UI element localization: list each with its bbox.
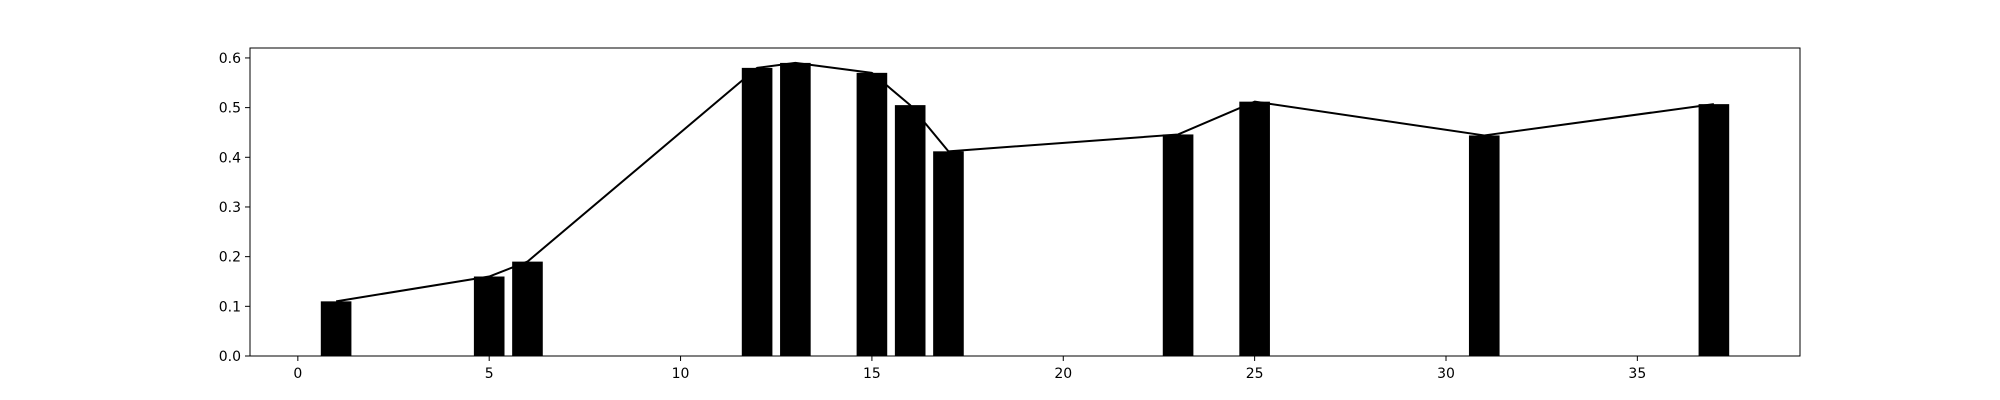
bar-31 [1468, 135, 1500, 356]
x-tick-label: 20 [1054, 366, 1072, 382]
bar-6 [512, 261, 543, 356]
bar-25 [1239, 101, 1270, 356]
x-tick-label: 10 [672, 366, 690, 382]
series-line [335, 61, 1715, 303]
bar-5 [473, 276, 505, 356]
x-tick-label: 30 [1437, 366, 1455, 382]
bar-1 [320, 301, 352, 356]
y-tick-label: 0.0 [219, 349, 241, 365]
line-layer [335, 61, 1715, 303]
bar-13 [780, 62, 811, 356]
bar-23 [1162, 134, 1194, 356]
bars-layer [320, 62, 1730, 357]
y-tick-label: 0.4 [219, 150, 241, 166]
x-tick-label: 25 [1246, 366, 1264, 382]
y-tick-label: 0.2 [219, 250, 241, 266]
y-axis-ticks: 0.0 0.1 0.2 0.3 0.4 0.5 0.6 [219, 51, 250, 365]
y-tick-label: 0.1 [219, 299, 241, 315]
x-tick-label: 5 [485, 366, 494, 382]
bar-16 [894, 105, 926, 357]
x-tick-label: 35 [1628, 366, 1646, 382]
x-tick-label: 0 [293, 366, 302, 382]
plot-frame [249, 47, 1801, 357]
bar-37 [1698, 104, 1730, 356]
plot-background [250, 48, 1800, 356]
bar-17 [933, 151, 964, 356]
bar-12 [741, 67, 773, 356]
y-tick-label: 0.3 [219, 200, 241, 216]
y-tick-label: 0.5 [219, 101, 241, 117]
y-tick-label: 0.6 [219, 51, 241, 67]
bar-15 [856, 72, 888, 356]
x-axis-ticks: 0 5 10 15 20 25 30 35 [293, 356, 1646, 382]
x-tick-label: 15 [863, 366, 881, 382]
